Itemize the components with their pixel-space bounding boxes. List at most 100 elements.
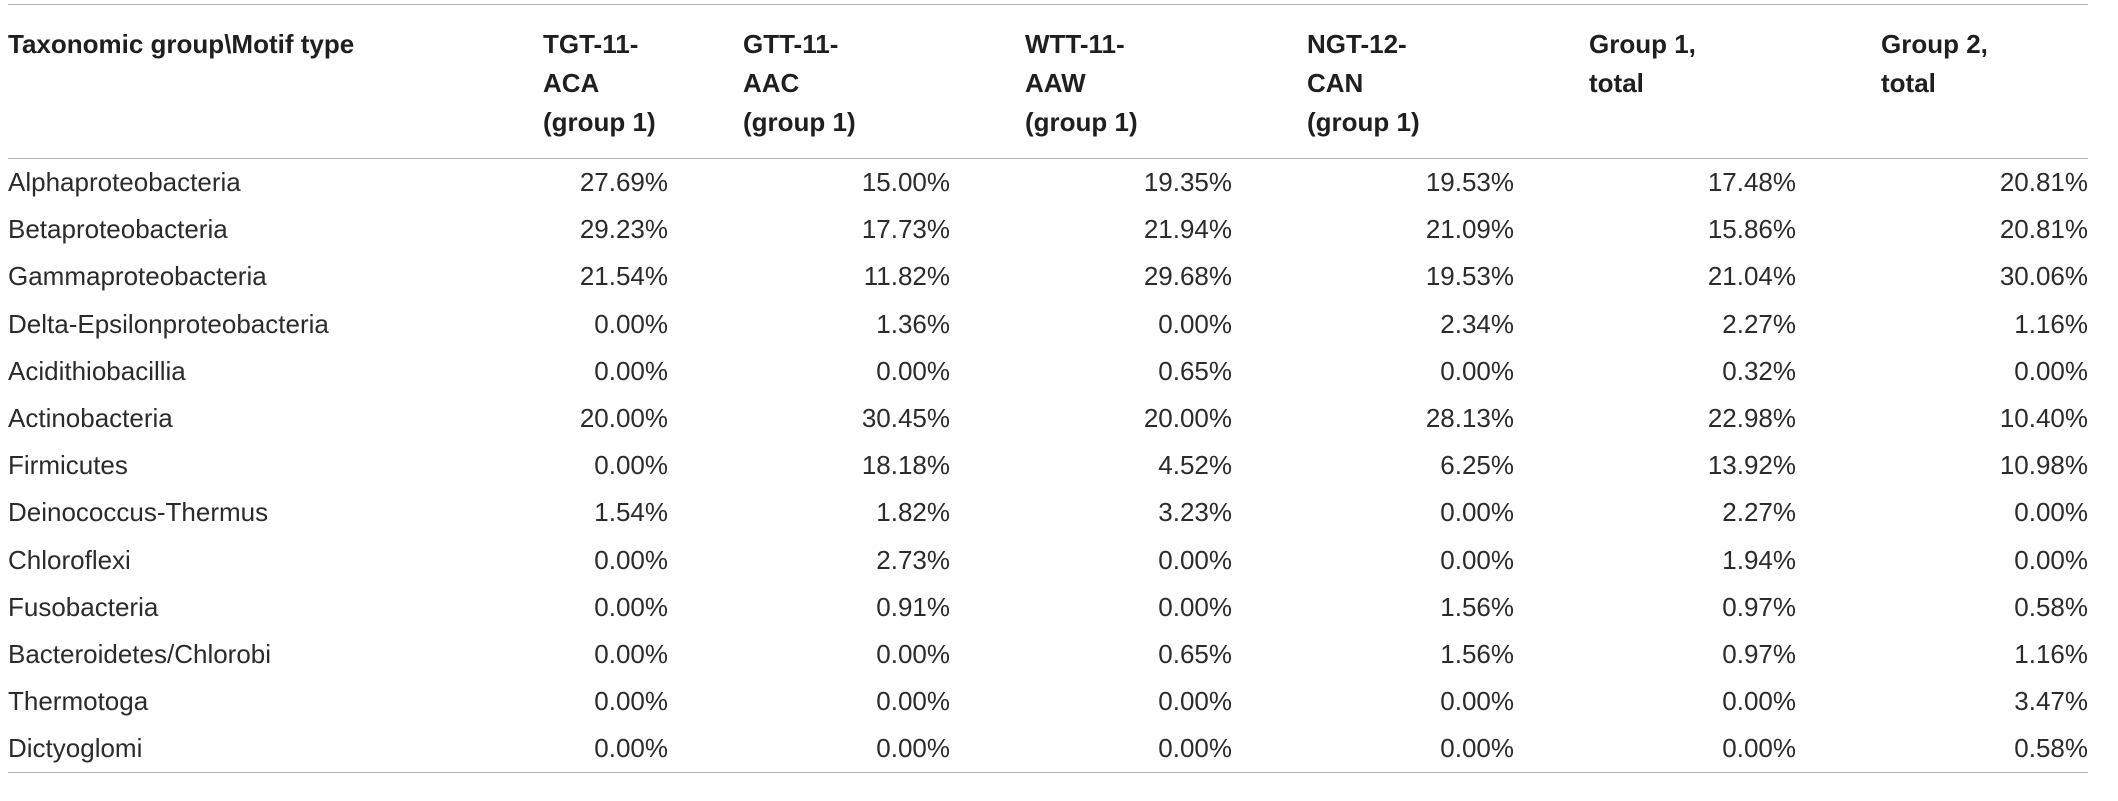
table-cell: 1.94% [1722,544,1796,575]
header-col-wtt-11-aaw: WTT-11- AAW (group 1) [950,5,1232,159]
table-cell: 0.00% [594,450,668,481]
table-cell: 11.82% [863,261,950,292]
table-cell: 17.48% [1707,167,1796,198]
table-cell: 3.23% [1158,497,1232,528]
table-cell: 0.58% [2014,733,2088,764]
header-line: WTT-11- [1025,29,1125,59]
table-cell: 0.32% [1722,355,1796,386]
header-line: Group 2, [1881,29,1988,59]
header-col-ngt-12-can: NGT-12- CAN (group 1) [1232,5,1514,159]
table-cell: 2.27% [1722,497,1796,528]
header-line: CAN [1307,68,1364,98]
row-label: Alphaproteobacteria [8,167,241,198]
table-cell: 0.00% [1722,733,1796,764]
table-cell: 21.54% [579,261,668,292]
table-cell: 0.00% [594,544,668,575]
table-cell: 19.53% [1425,167,1514,198]
table-cell: 21.94% [1143,214,1232,245]
row-label: Fusobacteria [8,591,159,622]
table-cell: 0.00% [594,638,668,669]
row-label: Bacteroidetes/Chlorobi [8,638,272,669]
table-row: Thermotoga 0.00% 0.00% 0.00% 0.00% 0.00% 3.47% [8,678,2088,725]
table-cell: 22.98% [1707,403,1796,434]
header-line: AAC [743,68,800,98]
row-label: Betaproteobacteria [8,214,228,245]
header-row: Taxonomic group\Motif type TGT-11- ACA (… [8,4,2088,159]
header-line: TGT-11- [543,29,639,59]
header-line: total [1589,68,1644,98]
header-taxonomic-group-text: Taxonomic group\Motif type [8,29,355,59]
table-cell: 0.00% [876,638,950,669]
table-cell: 0.65% [1158,638,1232,669]
header-taxonomic-group: Taxonomic group\Motif type [8,5,468,159]
table-cell: 10.98% [1999,450,2088,481]
header-col-group-2-total: Group 2, total [1796,5,2088,159]
table-cell: 19.35% [1143,167,1232,198]
table-row: Fusobacteria 0.00% 0.91% 0.00% 1.56% 0.97% 0.5… [8,584,2088,631]
table-cell: 0.00% [594,733,668,764]
table-cell: 28.13% [1425,403,1514,434]
table-cell: 19.53% [1425,261,1514,292]
row-label: Actinobacteria [8,403,173,434]
header-col-tgt-11-aca: TGT-11- ACA (group 1) [468,5,668,159]
table-cell: 21.09% [1425,214,1514,245]
table-cell: 3.47% [2014,686,2088,717]
row-label: Dictyoglomi [8,733,143,764]
table-cell: 1.54% [594,497,668,528]
table-row: Deinococcus-Thermus 1.54% 1.82% 3.23% 0.00% 2… [8,489,2088,536]
header-line: NGT-12- [1307,29,1407,59]
table-cell: 0.97% [1722,638,1796,669]
table-cell: 0.00% [1722,686,1796,717]
table-cell: 20.81% [1999,214,2088,245]
header-line: total [1881,68,1936,98]
table-cell: 2.27% [1722,308,1796,339]
table-cell: 0.00% [876,686,950,717]
header-line: (group 1) [1307,107,1420,137]
table-cell: 0.00% [594,686,668,717]
table-cell: 0.00% [594,355,668,386]
table-row: Firmicutes 0.00% 18.18% 4.52% 6.25% 13.92% 10.… [8,442,2088,489]
table-cell: 0.00% [876,733,950,764]
table-cell: 0.00% [1158,308,1232,339]
table-cell: 6.25% [1440,450,1514,481]
table-row: Chloroflexi 0.00% 2.73% 0.00% 0.00% 1.94% 0.00… [8,537,2088,584]
table-cell: 0.97% [1722,591,1796,622]
header-line: Group 1, [1589,29,1696,59]
row-label: Acidithiobacillia [8,355,186,386]
table-cell: 0.00% [1440,544,1514,575]
table-cell: 13.92% [1707,450,1796,481]
table-cell: 20.00% [1143,403,1232,434]
row-label: Chloroflexi [8,544,131,575]
table-cell: 29.23% [579,214,668,245]
table-cell: 17.73% [861,214,950,245]
table-cell: 10.40% [1999,403,2088,434]
header-line: AAW [1025,68,1086,98]
table-cell: 15.86% [1707,214,1796,245]
row-label: Thermotoga [8,686,149,717]
header-line: (group 1) [743,107,856,137]
header-line: (group 1) [543,107,656,137]
header-col-group-1-total: Group 1, total [1514,5,1796,159]
table-cell: 0.00% [2014,544,2088,575]
table-cell: 0.00% [2014,497,2088,528]
table-body: Alphaproteobacteria 27.69% 15.00% 19.35% 19.… [8,159,2088,773]
table-cell: 0.00% [1440,733,1514,764]
table-cell: 29.68% [1143,261,1232,292]
table-cell: 2.73% [876,544,950,575]
table-cell: 1.56% [1440,591,1514,622]
table-cell: 0.00% [876,355,950,386]
table-cell: 18.18% [861,450,950,481]
table-cell: 0.58% [2014,591,2088,622]
taxonomy-motif-table: Taxonomic group\Motif type TGT-11- ACA (… [8,4,2088,773]
table-cell: 0.00% [594,308,668,339]
table-cell: 0.00% [1440,686,1514,717]
header-line: GTT-11- [743,29,839,59]
table-cell: 1.16% [2014,638,2088,669]
table-row: Gammaproteobacteria 21.54% 11.82% 29.68% 19.… [8,253,2088,300]
table-cell: 0.65% [1158,355,1232,386]
row-label: Delta-Epsilonproteobacteria [8,308,329,339]
table-row: Acidithiobacillia 0.00% 0.00% 0.65% 0.00% 0.3… [8,348,2088,395]
table-row: Alphaproteobacteria 27.69% 15.00% 19.35% 19.… [8,159,2088,207]
table-cell: 1.82% [876,497,950,528]
